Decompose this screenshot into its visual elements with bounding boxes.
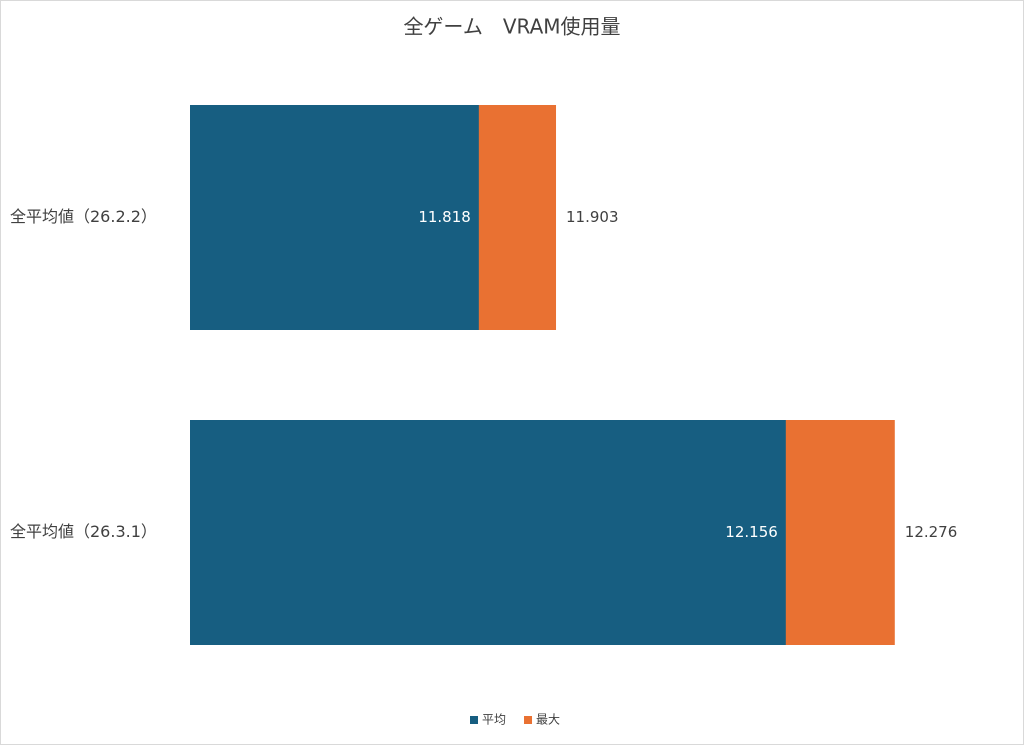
data-label: 11.903 (566, 208, 619, 226)
legend-label: 最大 (536, 713, 560, 727)
y-tick-label: 全平均値（26.2.2） (10, 207, 157, 226)
data-label: 11.818 (418, 208, 471, 226)
data-label: 12.276 (905, 523, 958, 541)
legend-label: 平均 (482, 713, 506, 727)
chart-title: 全ゲーム VRAM使用量 (403, 15, 620, 39)
data-label: 12.156 (725, 523, 778, 541)
legend-swatch (524, 716, 533, 724)
bar (190, 420, 786, 645)
legend-swatch (470, 716, 478, 724)
bar (190, 105, 479, 330)
y-tick-label: 全平均値（26.3.1） (10, 522, 157, 541)
